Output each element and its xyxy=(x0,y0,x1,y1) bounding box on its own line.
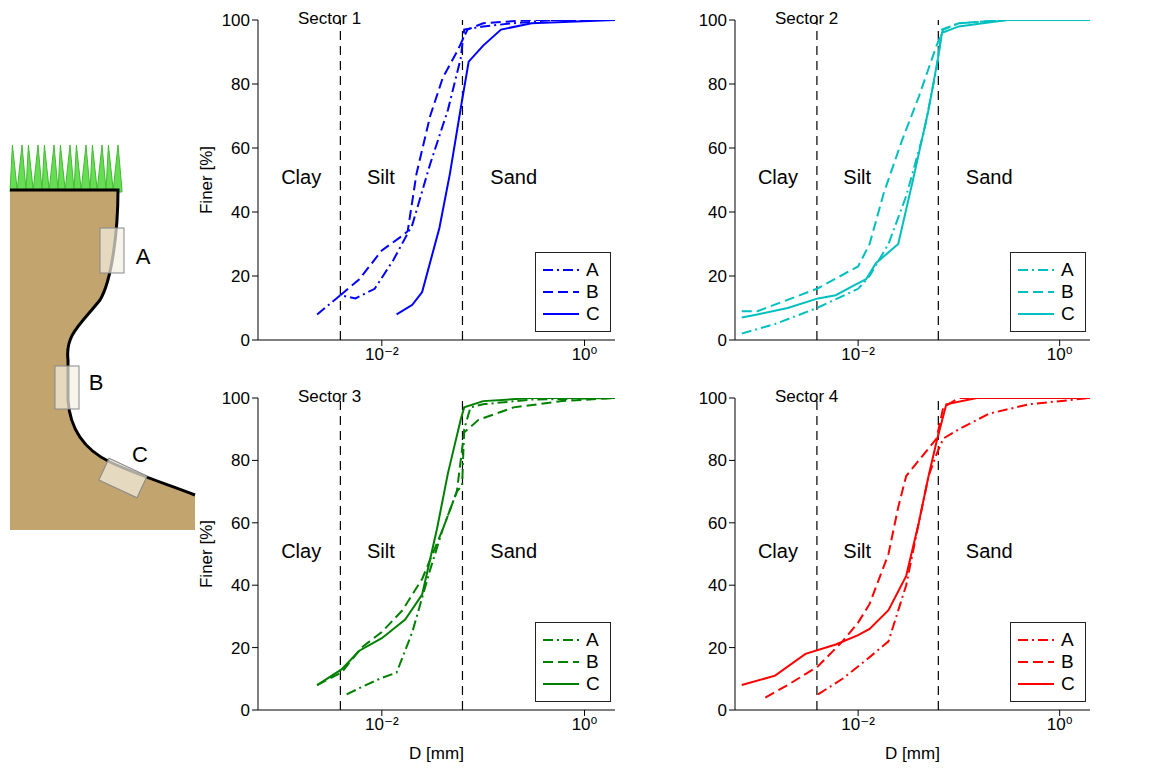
html-text:C: C xyxy=(1061,303,1075,324)
html-text:C: C xyxy=(586,303,600,324)
html-text:Sector 3: Sector 3 xyxy=(298,387,362,406)
svg-text:0: 0 xyxy=(241,701,250,720)
svg-text:Sand: Sand xyxy=(966,540,1013,562)
svg-text:100: 100 xyxy=(699,389,727,408)
svg-text:40: 40 xyxy=(231,203,250,222)
svg-text:Clay: Clay xyxy=(281,540,321,562)
svg-text:60: 60 xyxy=(231,139,250,158)
html-text:D [mm]: D [mm] xyxy=(885,744,940,763)
svg-text:10⁻²: 10⁻² xyxy=(365,345,399,364)
svg-text:40: 40 xyxy=(708,576,727,595)
svg-text:60: 60 xyxy=(708,139,727,158)
svg-text:Sand: Sand xyxy=(966,166,1013,188)
svg-text:Silt: Silt xyxy=(367,540,395,562)
svg-text:0: 0 xyxy=(718,331,727,350)
svg-text:A: A xyxy=(136,244,151,269)
html-text:Sector 1: Sector 1 xyxy=(298,9,362,28)
svg-text:B: B xyxy=(89,370,104,395)
svg-text:Sand: Sand xyxy=(490,166,537,188)
html-text:B: B xyxy=(1061,651,1074,672)
svg-text:80: 80 xyxy=(708,451,727,470)
svg-text:Silt: Silt xyxy=(843,540,871,562)
html-text:A: A xyxy=(1061,629,1074,650)
svg-text:Sand: Sand xyxy=(490,540,537,562)
svg-text:Clay: Clay xyxy=(758,540,798,562)
svg-text:0: 0 xyxy=(718,701,727,720)
svg-text:20: 20 xyxy=(708,639,727,658)
html-text:A: A xyxy=(1061,259,1074,280)
html-text:C: C xyxy=(586,673,600,694)
svg-text:10⁰: 10⁰ xyxy=(1047,345,1073,364)
svg-text:10⁻²: 10⁻² xyxy=(841,345,875,364)
svg-text:60: 60 xyxy=(231,514,250,533)
svg-text:80: 80 xyxy=(708,75,727,94)
html-text:A: A xyxy=(586,259,599,280)
svg-text:Clay: Clay xyxy=(281,166,321,188)
svg-text:10⁻²: 10⁻² xyxy=(841,715,875,734)
svg-text:40: 40 xyxy=(708,203,727,222)
html-text:B: B xyxy=(586,651,599,672)
html-text:B: B xyxy=(586,281,599,302)
svg-text:10⁰: 10⁰ xyxy=(572,715,598,734)
svg-text:80: 80 xyxy=(231,451,250,470)
html-text:B: B xyxy=(1061,281,1074,302)
html-text:Sector 4: Sector 4 xyxy=(775,387,839,406)
html-text:C: C xyxy=(1061,673,1075,694)
svg-text:Silt: Silt xyxy=(367,166,395,188)
svg-text:100: 100 xyxy=(222,389,250,408)
svg-text:Silt: Silt xyxy=(843,166,871,188)
svg-text:80: 80 xyxy=(231,75,250,94)
svg-text:60: 60 xyxy=(708,514,727,533)
svg-text:C: C xyxy=(132,442,148,467)
html-text:Finer [%]: Finer [%] xyxy=(197,520,216,588)
svg-text:10⁰: 10⁰ xyxy=(1047,715,1073,734)
svg-text:40: 40 xyxy=(231,576,250,595)
svg-text:100: 100 xyxy=(699,11,727,30)
svg-text:100: 100 xyxy=(222,11,250,30)
html-text:D [mm]: D [mm] xyxy=(409,744,464,763)
svg-text:0: 0 xyxy=(241,331,250,350)
svg-text:20: 20 xyxy=(231,639,250,658)
svg-text:Clay: Clay xyxy=(758,166,798,188)
svg-text:20: 20 xyxy=(231,267,250,286)
svg-text:10⁻²: 10⁻² xyxy=(365,715,399,734)
html-text:Finer [%]: Finer [%] xyxy=(197,146,216,214)
svg-text:20: 20 xyxy=(708,267,727,286)
svg-text:10⁰: 10⁰ xyxy=(572,345,598,364)
html-text:Sector 2: Sector 2 xyxy=(775,9,839,28)
html-text:A: A xyxy=(586,629,599,650)
